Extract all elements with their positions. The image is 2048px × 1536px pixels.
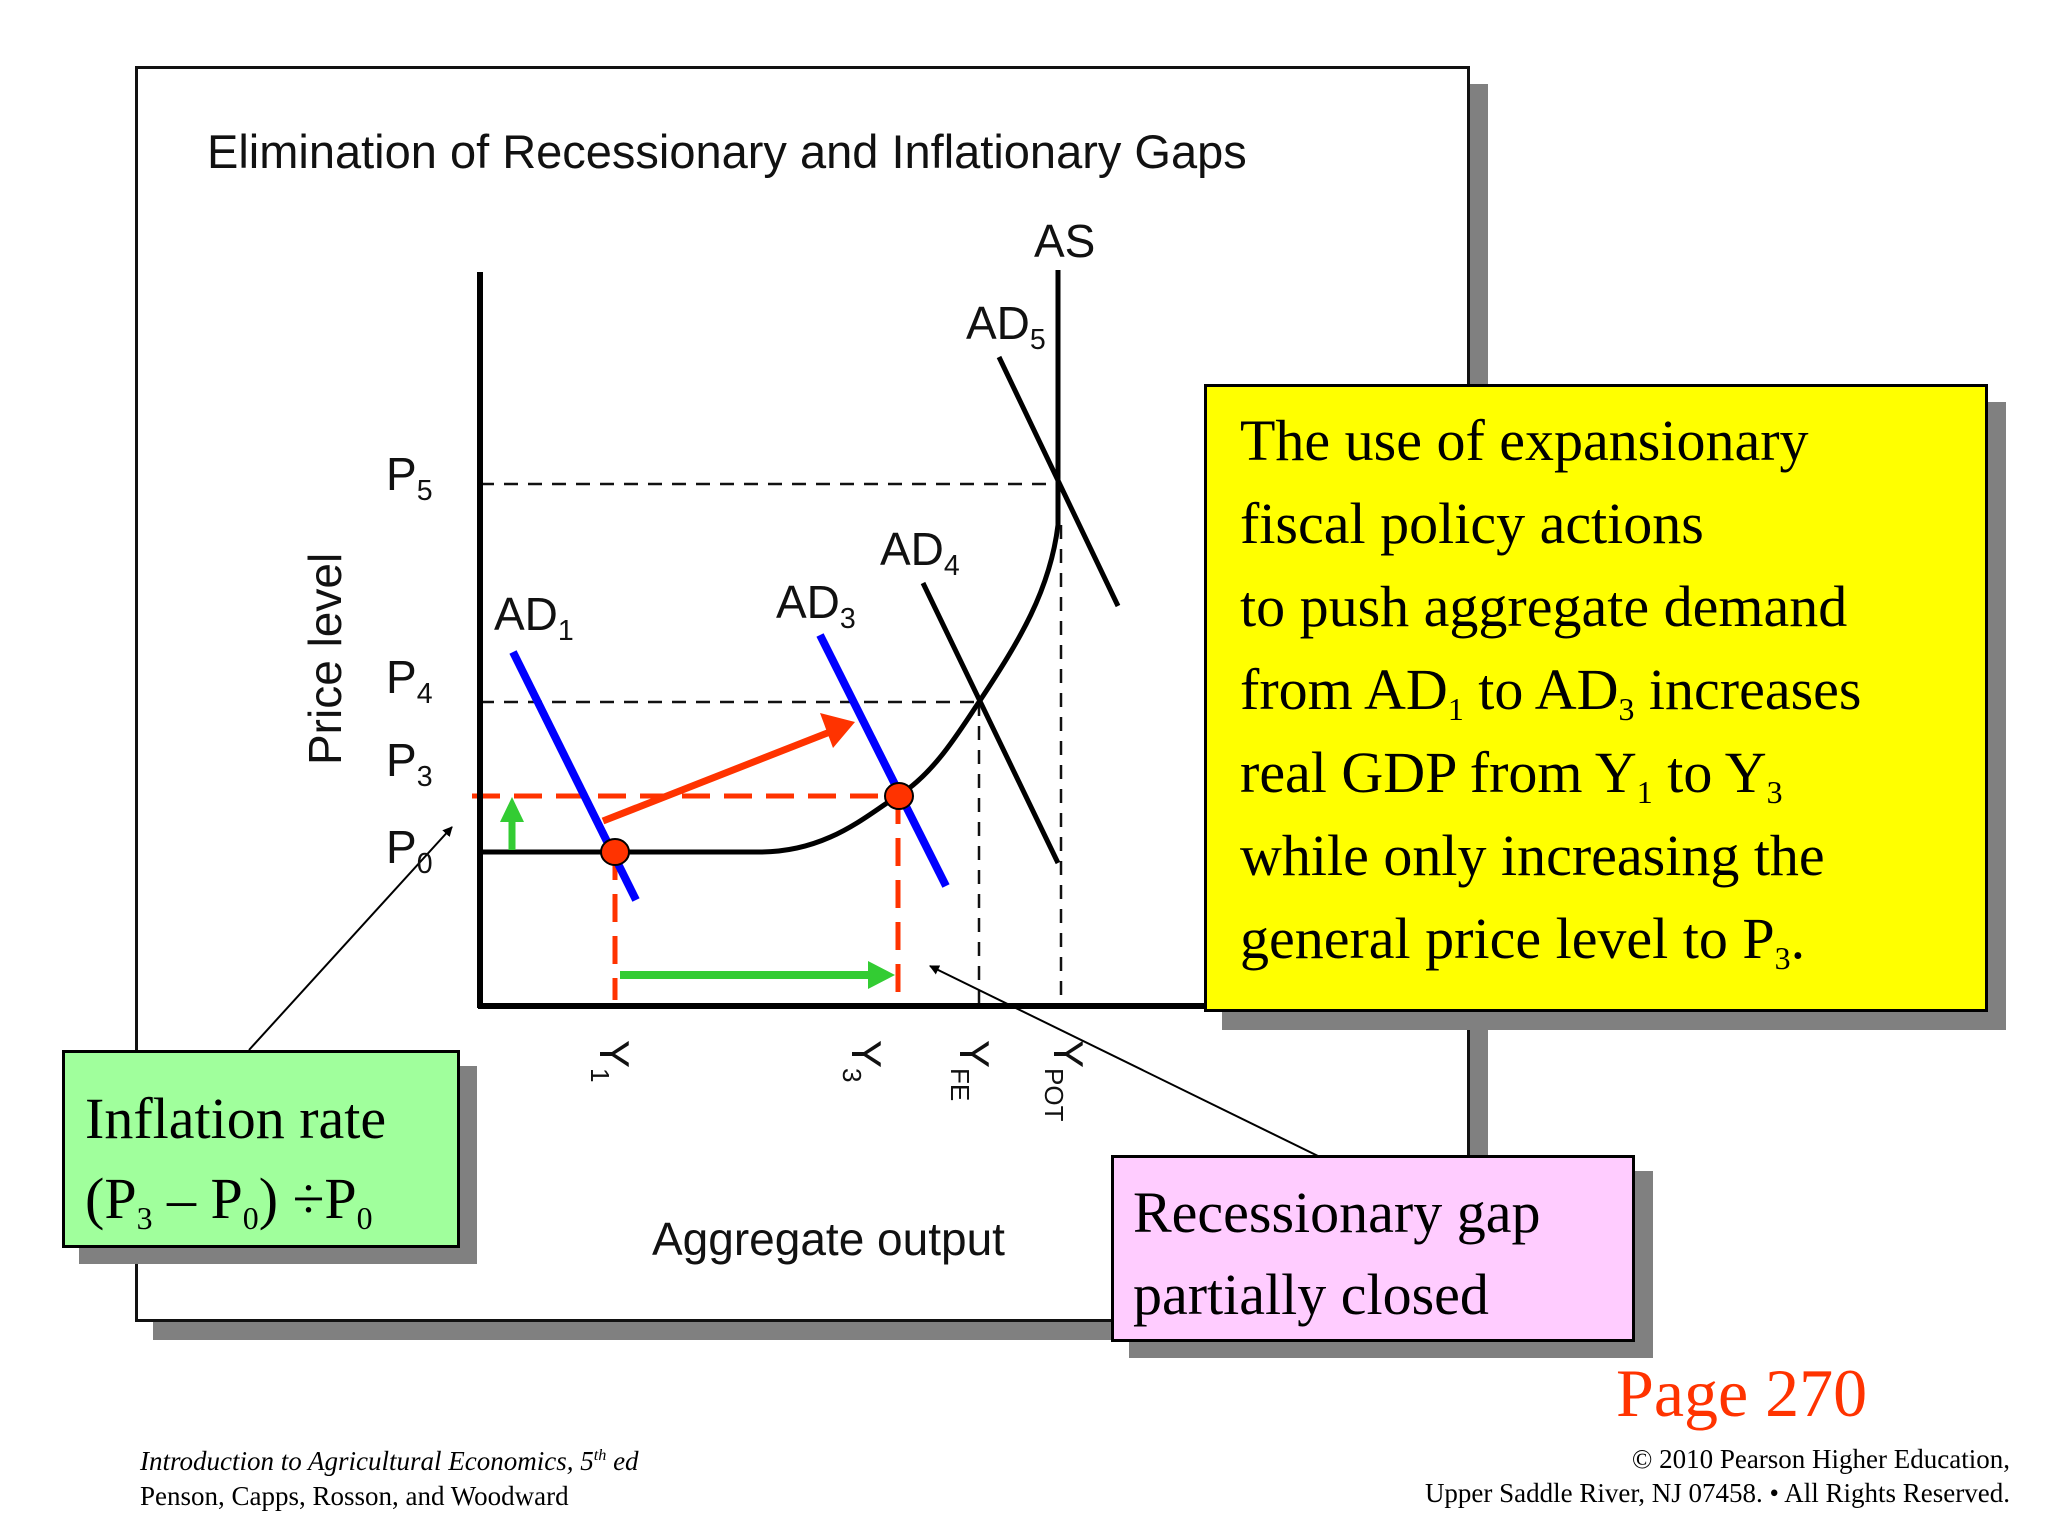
as-curve: [480, 270, 1061, 855]
equilibrium-point-e1: [600, 838, 630, 866]
price-label-p3: P3: [386, 734, 433, 793]
output-label-y1: Y1: [584, 1040, 638, 1083]
ad5-label: AD5: [966, 297, 1046, 356]
gap-line-1: Recessionary gap: [1133, 1180, 1541, 1245]
inflation-title: Inflation rate: [85, 1086, 387, 1151]
ad4-curve: [920, 581, 1061, 865]
explanation-line-3: to push aggregate demand: [1240, 574, 1848, 639]
explanation-line-5: real GDP from Y1 to Y3: [1240, 740, 1783, 811]
reference-dashed-lines: [480, 482, 1063, 1006]
x-axis-label: Aggregate output: [652, 1213, 1005, 1265]
output-increase-arrow: [620, 961, 895, 989]
inflation-leader-arrow: [248, 826, 453, 1051]
explanation-line-7: general price level to P3.: [1240, 906, 1806, 977]
as-label: AS: [1034, 215, 1096, 267]
gap-line-2: partially closed: [1133, 1262, 1489, 1327]
explanation-line-6: while only increasing the: [1240, 823, 1825, 888]
output-label-ypot: YPOT: [1038, 1040, 1092, 1122]
output-label-y3: Y3: [836, 1040, 890, 1083]
footer-book-title: Introduction to Agricultural Economics, …: [140, 1446, 639, 1476]
footer-copyright-1: © 2010 Pearson Higher Education,: [1631, 1444, 2010, 1474]
ad4-label: AD4: [880, 523, 960, 582]
price-label-p5: P5: [386, 448, 433, 507]
figure-title: Elimination of Recessionary and Inflatio…: [207, 125, 1247, 178]
ad1-label: AD1: [494, 588, 574, 647]
footer-copyright-2: Upper Saddle River, NJ 07458. • All Righ…: [1424, 1478, 2010, 1508]
price-label-p4: P4: [386, 651, 433, 710]
ad3-curve: [816, 633, 950, 888]
inflation-formula: (P3 – P0) ÷P0: [85, 1166, 373, 1237]
footer-authors: Penson, Capps, Rosson, and Woodward: [140, 1481, 569, 1511]
gap-leader-arrow: [929, 965, 1319, 1157]
page-number: Page 270: [1616, 1355, 1868, 1431]
explanation-line-2: fiscal policy actions: [1240, 491, 1704, 556]
explanation-line-4: from AD1 to AD3 increases: [1240, 657, 1862, 728]
explanation-callout: The use of expansionary fiscal policy ac…: [1204, 384, 1988, 1012]
ad3-label: AD3: [776, 576, 856, 635]
output-label-yfe: YFE: [944, 1040, 998, 1102]
explanation-line-1: The use of expansionary: [1240, 408, 1809, 473]
gap-callout: Recessionary gap partially closed: [1111, 1155, 1635, 1342]
y-axis-label: Price level: [299, 552, 351, 765]
price-increase-arrow: [500, 797, 524, 850]
price-label-p0: P0: [386, 821, 433, 880]
inflation-callout: Inflation rate (P3 – P0) ÷P0: [62, 1050, 460, 1248]
ad-shift-arrow: [601, 713, 855, 825]
equilibrium-point-e3: [884, 782, 914, 810]
equilibrium-dashed-lines: [472, 793, 901, 1000]
ad5-curve: [996, 355, 1121, 608]
